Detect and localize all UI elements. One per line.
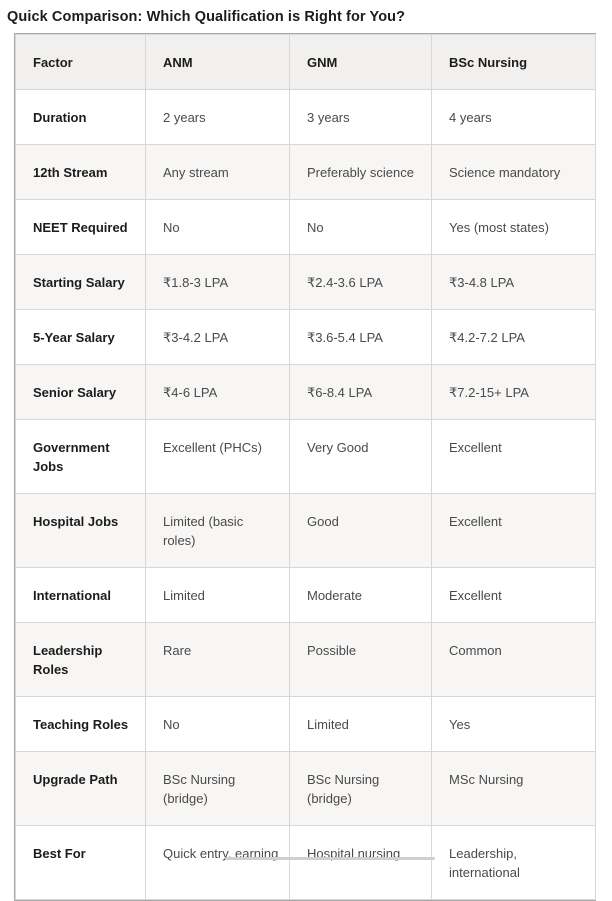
row-value-cell: Excellent — [431, 567, 596, 623]
row-factor-label: 12th Stream — [15, 144, 146, 200]
horizontal-scrollbar-thumb[interactable] — [225, 857, 435, 860]
row-value-cell: Moderate — [289, 567, 432, 623]
header-row: Factor ANM GNM BSc Nursing — [15, 34, 596, 90]
row-value-cell: ₹4.2-7.2 LPA — [431, 309, 596, 365]
row-value-cell: Quick entry, earning — [145, 825, 290, 900]
table-body: Duration 2 years 3 years 4 years 12th Stream… — [15, 89, 596, 900]
row-factor-label: Hospital Jobs — [15, 493, 146, 568]
row-factor-label: Duration — [15, 89, 146, 145]
row-value-cell: Excellent (PHCs) — [145, 419, 290, 494]
row-factor-label: International — [15, 567, 146, 623]
row-value-cell: Excellent — [431, 493, 596, 568]
row-value-cell: BSc Nursing (bridge) — [289, 751, 432, 826]
row-value-cell: Hospital nursing — [289, 825, 432, 900]
row-value-cell: Rare — [145, 622, 290, 697]
row-value-cell: 2 years — [145, 89, 290, 145]
table-row: 5-Year Salary ₹3-4.2 LPA ₹3.6-5.4 LPA ₹4.2-… — [15, 309, 596, 365]
table-row: Teaching Roles No Limited Yes — [15, 696, 596, 752]
row-value-cell: 3 years — [289, 89, 432, 145]
column-header-factor: Factor — [15, 34, 146, 90]
column-header-anm: ANM — [145, 34, 290, 90]
row-factor-label: Upgrade Path — [15, 751, 146, 826]
row-value-cell: ₹3-4.8 LPA — [431, 254, 596, 310]
row-factor-label: Starting Salary — [15, 254, 146, 310]
table-row: Leadership Roles Rare Possible Common — [15, 622, 596, 697]
row-value-cell: Yes — [431, 696, 596, 752]
row-value-cell: Limited (basic roles) — [145, 493, 290, 568]
row-factor-label: NEET Required — [15, 199, 146, 255]
row-value-cell: BSc Nursing (bridge) — [145, 751, 290, 826]
row-value-cell: No — [289, 199, 432, 255]
table-row: Upgrade Path BSc Nursing (bridge) BSc Nurs… — [15, 751, 596, 826]
row-value-cell: ₹6-8.4 LPA — [289, 364, 432, 420]
row-value-cell: ₹3-4.2 LPA — [145, 309, 290, 365]
table-row: 12th Stream Any stream Preferably science S… — [15, 144, 596, 200]
row-value-cell: ₹7.2-15+ LPA — [431, 364, 596, 420]
row-value-cell: Limited — [145, 567, 290, 623]
table-row: Best For Quick entry, earning Hospital nur… — [15, 825, 596, 900]
row-value-cell: Very Good — [289, 419, 432, 494]
row-factor-label: 5-Year Salary — [15, 309, 146, 365]
row-value-cell: Yes (most states) — [431, 199, 596, 255]
row-value-cell: ₹1.8-3 LPA — [145, 254, 290, 310]
column-header-gnm: GNM — [289, 34, 432, 90]
comparison-table: Factor ANM GNM BSc Nursing Duration 2 yea… — [15, 34, 596, 900]
row-factor-label: Government Jobs — [15, 419, 146, 494]
row-value-cell: Science mandatory — [431, 144, 596, 200]
row-factor-label: Leadership Roles — [15, 622, 146, 697]
row-value-cell: ₹3.6-5.4 LPA — [289, 309, 432, 365]
table-row: NEET Required No No Yes (most states) — [15, 199, 596, 255]
article-section: Quick Comparison: Which Qualification is… — [0, 8, 612, 901]
comparison-table-container: Factor ANM GNM BSc Nursing Duration 2 yea… — [14, 33, 596, 901]
table-row: Government Jobs Excellent (PHCs) Very Good… — [15, 419, 596, 494]
table-row: Hospital Jobs Limited (basic roles) Good Ex… — [15, 493, 596, 568]
row-factor-label: Teaching Roles — [15, 696, 146, 752]
row-value-cell: No — [145, 696, 290, 752]
row-value-cell: Leadership, international — [431, 825, 596, 900]
row-value-cell: Good — [289, 493, 432, 568]
row-value-cell: Limited — [289, 696, 432, 752]
row-value-cell: Any stream — [145, 144, 290, 200]
row-value-cell: Preferably science — [289, 144, 432, 200]
row-factor-label: Best For — [15, 825, 146, 900]
table-row: Starting Salary ₹1.8-3 LPA ₹2.4-3.6 LPA ₹3-… — [15, 254, 596, 310]
table-row: Duration 2 years 3 years 4 years — [15, 89, 596, 145]
row-value-cell: ₹2.4-3.6 LPA — [289, 254, 432, 310]
row-factor-label: Senior Salary — [15, 364, 146, 420]
row-value-cell: MSc Nursing — [431, 751, 596, 826]
row-value-cell: No — [145, 199, 290, 255]
table-row: Senior Salary ₹4-6 LPA ₹6-8.4 LPA ₹7.2-15+ … — [15, 364, 596, 420]
row-value-cell: ₹4-6 LPA — [145, 364, 290, 420]
column-header-bsc-nursing: BSc Nursing — [431, 34, 596, 90]
row-value-cell: Possible — [289, 622, 432, 697]
section-title: Quick Comparison: Which Qualification is… — [7, 9, 406, 25]
row-value-cell: 4 years — [431, 89, 596, 145]
row-value-cell: Common — [431, 622, 596, 697]
row-value-cell: Excellent — [431, 419, 596, 494]
table-row: International Limited Moderate Excellent — [15, 567, 596, 623]
